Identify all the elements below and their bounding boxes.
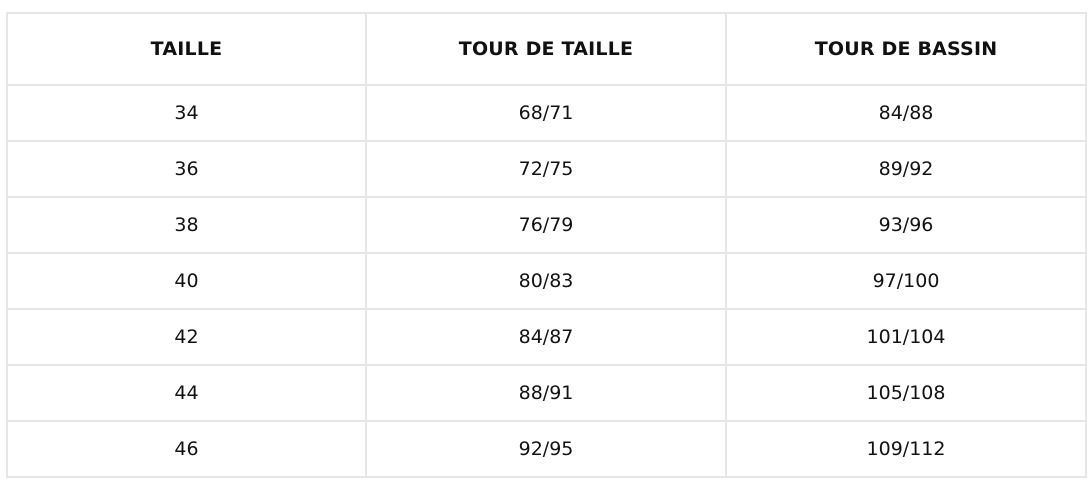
cell-tour-de-bassin: 105/108 bbox=[725, 364, 1087, 422]
header-row: TAILLE TOUR DE TAILLE TOUR DE BASSIN bbox=[6, 12, 1087, 86]
cell-tour-de-bassin: 109/112 bbox=[725, 420, 1087, 478]
cell-tour-de-bassin: 93/96 bbox=[725, 196, 1087, 254]
cell-tour-de-taille: 76/79 bbox=[365, 196, 727, 254]
cell-taille: 34 bbox=[6, 84, 367, 142]
cell-tour-de-taille: 68/71 bbox=[365, 84, 727, 142]
header-tour-de-taille: TOUR DE TAILLE bbox=[365, 12, 727, 86]
cell-tour-de-bassin: 101/104 bbox=[725, 308, 1087, 366]
cell-taille: 46 bbox=[6, 420, 367, 478]
cell-tour-de-taille: 80/83 bbox=[365, 252, 727, 310]
header-tour-de-bassin: TOUR DE BASSIN bbox=[725, 12, 1087, 86]
table-body: 34 68/71 84/88 36 72/75 89/92 38 76/79 9… bbox=[6, 84, 1087, 478]
cell-tour-de-bassin: 89/92 bbox=[725, 140, 1087, 198]
cell-tour-de-bassin: 84/88 bbox=[725, 84, 1087, 142]
cell-tour-de-taille: 72/75 bbox=[365, 140, 727, 198]
table-row: 40 80/83 97/100 bbox=[6, 252, 1087, 310]
table-row: 42 84/87 101/104 bbox=[6, 308, 1087, 366]
table-row: 38 76/79 93/96 bbox=[6, 196, 1087, 254]
cell-taille: 40 bbox=[6, 252, 367, 310]
size-chart-table: TAILLE TOUR DE TAILLE TOUR DE BASSIN 34 … bbox=[6, 12, 1087, 478]
cell-tour-de-taille: 88/91 bbox=[365, 364, 727, 422]
cell-tour-de-taille: 84/87 bbox=[365, 308, 727, 366]
cell-taille: 44 bbox=[6, 364, 367, 422]
table-row: 46 92/95 109/112 bbox=[6, 420, 1087, 478]
cell-taille: 38 bbox=[6, 196, 367, 254]
cell-taille: 42 bbox=[6, 308, 367, 366]
table-row: 34 68/71 84/88 bbox=[6, 84, 1087, 142]
cell-taille: 36 bbox=[6, 140, 367, 198]
table-row: 36 72/75 89/92 bbox=[6, 140, 1087, 198]
table-row: 44 88/91 105/108 bbox=[6, 364, 1087, 422]
cell-tour-de-taille: 92/95 bbox=[365, 420, 727, 478]
cell-tour-de-bassin: 97/100 bbox=[725, 252, 1087, 310]
header-taille: TAILLE bbox=[6, 12, 367, 86]
table-header: TAILLE TOUR DE TAILLE TOUR DE BASSIN bbox=[6, 12, 1087, 86]
